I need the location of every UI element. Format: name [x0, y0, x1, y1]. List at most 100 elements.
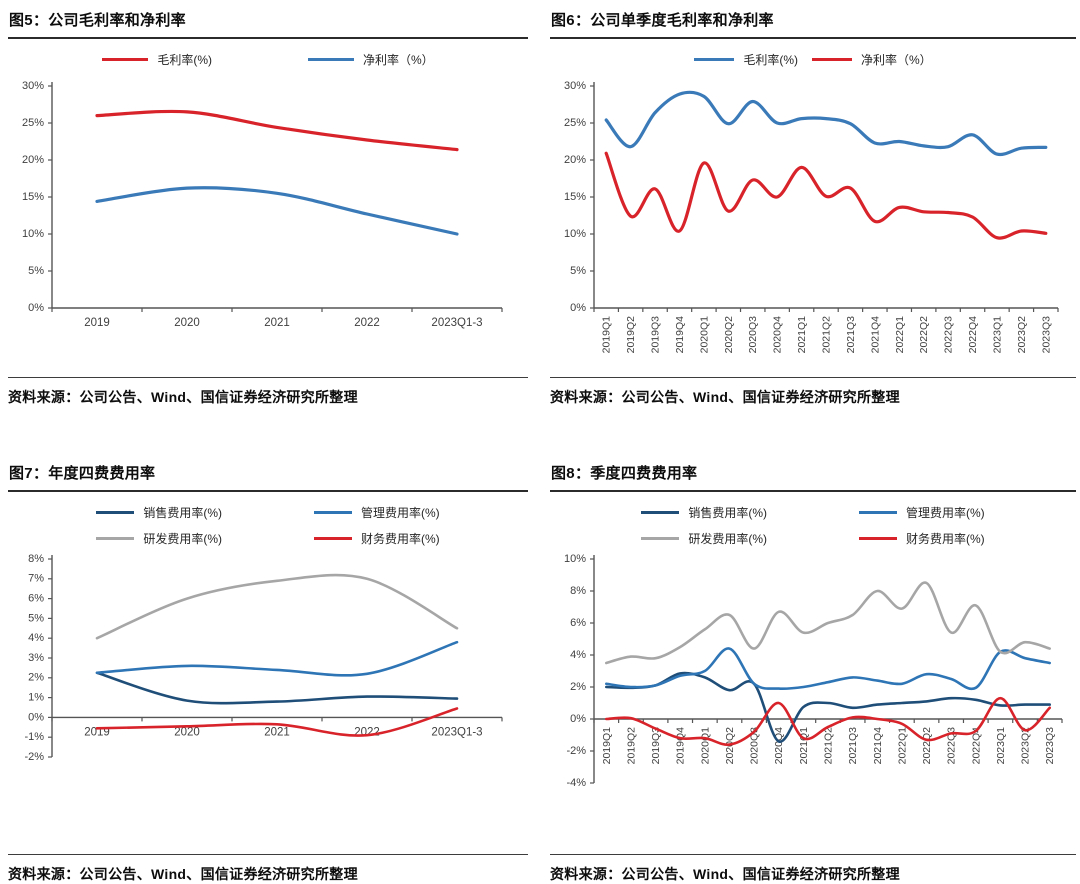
svg-text:2022Q2: 2022Q2: [918, 316, 930, 354]
legend-label: 毛利率(%): [743, 53, 798, 67]
svg-text:30%: 30%: [564, 80, 586, 92]
figure-panel-6: 图6：公司单季度毛利率和净利率 毛利率(%) 净利率（%） 0% 5% 10% 15% 2…: [550, 6, 1076, 407]
svg-text:2020Q1: 2020Q1: [699, 727, 711, 765]
svg-text:1%: 1%: [28, 692, 44, 704]
legend-label: 财务费用率(%): [361, 532, 440, 546]
series-line: [604, 90, 1048, 157]
svg-text:2021Q3: 2021Q3: [847, 727, 859, 765]
legend-item: 研发费用率(%): [641, 530, 767, 547]
chart-legend: 销售费用率(%) 管理费用率(%) 研发费用率(%) 财务费用率(%): [96, 504, 440, 547]
svg-text:2022Q4: 2022Q4: [970, 727, 982, 765]
svg-text:2020Q3: 2020Q3: [747, 316, 759, 354]
legend-label: 研发费用率(%): [688, 532, 767, 546]
svg-text:2019Q1: 2019Q1: [601, 727, 613, 765]
svg-text:2023Q1: 2023Q1: [995, 727, 1007, 765]
svg-text:2%: 2%: [28, 672, 44, 684]
svg-text:2021Q4: 2021Q4: [872, 727, 884, 765]
svg-text:-2%: -2%: [566, 745, 586, 757]
figure-title: 图8：季度四费费用率: [550, 459, 1076, 492]
legend-line-swatch: [102, 58, 149, 61]
line-chart: 0% 5% 10% 15% 20% 25% 30% 2019 2020 2021 2022 2023Q…: [8, 72, 528, 341]
series-line: [95, 109, 459, 152]
legend-label: 毛利率(%): [157, 53, 212, 67]
svg-text:15%: 15%: [564, 191, 586, 203]
line-chart: -4% -2% 0% 2% 4% 6% 8% 10% 2019Q1 2019Q2 2019Q3 201…: [550, 551, 1076, 854]
series-line: [605, 581, 1051, 665]
legend-label: 管理费用率(%): [906, 506, 985, 520]
svg-text:6%: 6%: [570, 617, 586, 629]
legend-item: 净利率（%）: [308, 51, 434, 68]
svg-text:2022Q3: 2022Q3: [943, 316, 955, 354]
figure-title: 图7：年度四费费用率: [8, 459, 528, 492]
svg-text:2021Q4: 2021Q4: [869, 316, 881, 354]
legend-item: 销售费用率(%): [641, 504, 767, 521]
svg-text:2023Q1-3: 2023Q1-3: [431, 317, 482, 329]
svg-text:2020Q4: 2020Q4: [772, 316, 784, 354]
svg-text:25%: 25%: [22, 117, 44, 129]
svg-text:2022: 2022: [354, 317, 380, 329]
source-note: 资料来源：公司公告、Wind、国信证券经济研究所整理: [8, 854, 528, 884]
source-note: 资料来源：公司公告、Wind、国信证券经济研究所整理: [8, 377, 528, 407]
svg-text:2022Q1: 2022Q1: [896, 727, 908, 765]
legend-line-swatch: [96, 511, 135, 514]
svg-text:0%: 0%: [28, 711, 44, 723]
svg-text:2019Q4: 2019Q4: [675, 727, 687, 765]
svg-text:15%: 15%: [22, 191, 44, 203]
line-chart-svg: -4% -2% 0% 2% 4% 6% 8% 10% 2019Q1 2019Q2 2019Q3 201…: [564, 553, 1063, 789]
svg-text:2022Q2: 2022Q2: [921, 727, 933, 765]
svg-text:2021: 2021: [264, 317, 290, 329]
svg-text:2019Q3: 2019Q3: [650, 727, 662, 765]
svg-text:2023Q1-3: 2023Q1-3: [431, 726, 482, 738]
svg-text:2022Q4: 2022Q4: [967, 316, 979, 354]
legend-line-swatch: [96, 537, 135, 540]
legend-item: 净利率（%）: [812, 51, 932, 68]
svg-text:-4%: -4%: [566, 777, 586, 789]
svg-text:0%: 0%: [570, 713, 586, 725]
series-line: [95, 186, 459, 236]
legend-line-swatch: [308, 58, 354, 61]
series-line: [604, 151, 1048, 240]
svg-text:5%: 5%: [28, 265, 44, 277]
svg-text:2023Q1: 2023Q1: [991, 316, 1003, 354]
series-line: [95, 671, 459, 705]
svg-text:2021Q2: 2021Q2: [821, 316, 833, 354]
svg-text:2022Q1: 2022Q1: [894, 316, 906, 354]
svg-text:2021Q3: 2021Q3: [845, 316, 857, 354]
svg-text:4%: 4%: [570, 649, 586, 661]
figure-title: 图6：公司单季度毛利率和净利率: [550, 6, 1076, 39]
legend-item: 管理费用率(%): [859, 504, 985, 521]
svg-text:2023Q2: 2023Q2: [1020, 727, 1032, 765]
legend-line-swatch: [694, 58, 735, 61]
svg-text:3%: 3%: [28, 652, 44, 664]
figure-title: 图5：公司毛利率和净利率: [8, 6, 528, 39]
svg-text:2023Q3: 2023Q3: [1044, 727, 1056, 765]
svg-text:2019Q2: 2019Q2: [625, 316, 637, 354]
legend-label: 销售费用率(%): [688, 506, 767, 520]
svg-text:-2%: -2%: [24, 751, 44, 763]
svg-text:2019: 2019: [84, 317, 110, 329]
series-line: [605, 647, 1051, 691]
series-line: [605, 696, 1051, 746]
svg-text:2020Q3: 2020Q3: [749, 727, 761, 765]
chart-legend: 毛利率(%) 净利率（%）: [102, 51, 434, 68]
legend-line-swatch: [314, 537, 352, 540]
legend-label: 管理费用率(%): [361, 506, 440, 520]
svg-text:2022Q3: 2022Q3: [946, 727, 958, 765]
svg-text:2019Q2: 2019Q2: [625, 727, 637, 765]
svg-text:0%: 0%: [28, 302, 44, 314]
figure-panel-5: 图5：公司毛利率和净利率 毛利率(%) 净利率（%） 0% 5% 10% 15% 20% 2…: [8, 6, 528, 407]
legend-line-swatch: [812, 58, 852, 61]
legend-line-swatch: [314, 511, 352, 514]
line-chart: -2% -1% 0% 1% 2% 3% 4% 5% 6% 7% 8% 2019 2020 2021 2022…: [8, 551, 528, 790]
svg-text:10%: 10%: [22, 228, 44, 240]
legend-item: 财务费用率(%): [859, 530, 985, 547]
legend-line-swatch: [641, 537, 680, 540]
legend-item: 研发费用率(%): [96, 530, 222, 547]
series-line: [95, 707, 459, 737]
source-note: 资料来源：公司公告、Wind、国信证券经济研究所整理: [550, 854, 1076, 884]
svg-text:6%: 6%: [28, 593, 44, 605]
svg-text:2020Q1: 2020Q1: [698, 316, 710, 354]
svg-text:2019Q1: 2019Q1: [601, 316, 613, 354]
svg-text:10%: 10%: [564, 553, 586, 565]
